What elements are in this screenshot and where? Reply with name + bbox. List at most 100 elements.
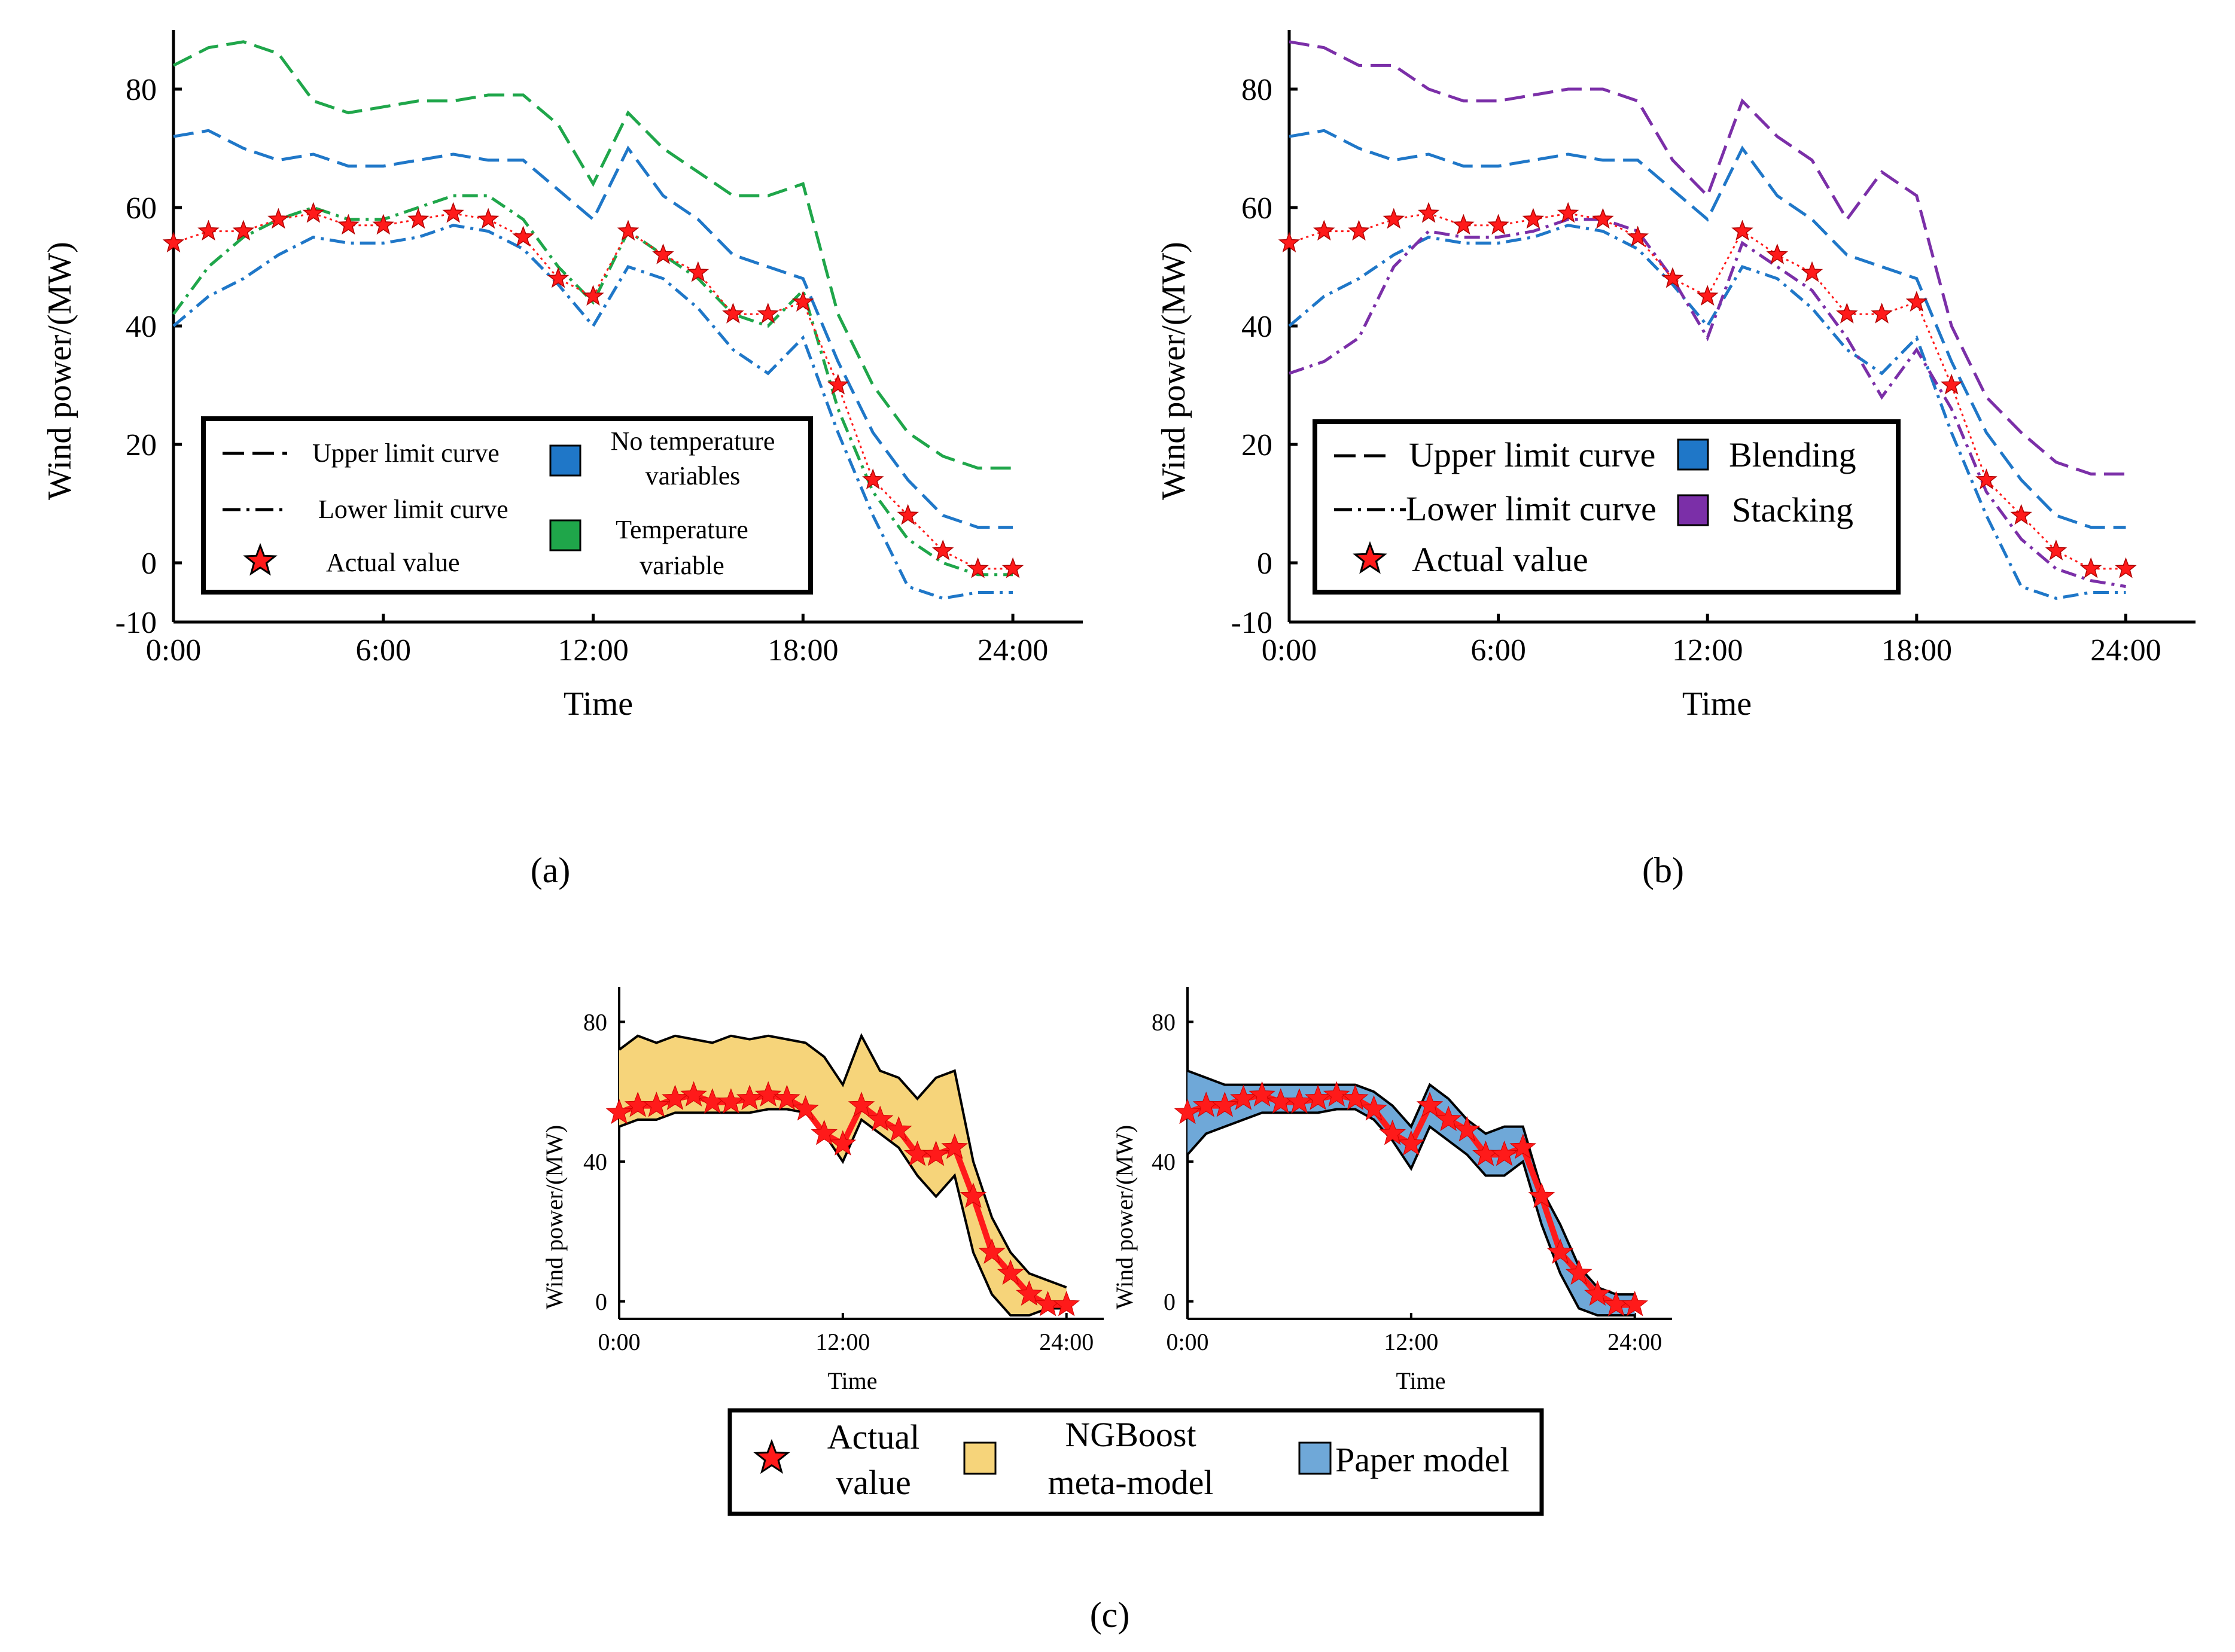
legend-b-star-icon <box>1353 541 1387 574</box>
y-tick-label: 80 <box>583 1008 607 1035</box>
y-tick-label: 80 <box>126 73 157 107</box>
actual-point <box>302 202 325 223</box>
actual-point <box>1397 1130 1425 1156</box>
legend-c-star-icon <box>753 1438 790 1474</box>
actual-point <box>1174 1098 1201 1124</box>
panel-c-label: (c) <box>1090 1595 1130 1635</box>
legend-a-actual-swatch <box>243 542 278 576</box>
actual-point <box>1454 1116 1481 1142</box>
actual-point <box>1323 1081 1350 1107</box>
actual-point <box>2045 540 2067 560</box>
actual-point <box>774 1084 800 1110</box>
actual-point <box>1592 208 1614 229</box>
actual-point <box>1286 1088 1313 1114</box>
actual-point <box>1360 1095 1387 1121</box>
actual-point <box>1522 208 1545 229</box>
actual-point <box>1348 220 1370 241</box>
legend-b-lower-label: Lower limit curve <box>1406 489 1657 528</box>
y-tick-label: 0 <box>595 1288 607 1315</box>
actual-point <box>1940 373 1963 395</box>
actual-point <box>941 1133 969 1159</box>
y-tick-label: 80 <box>1241 73 1272 107</box>
actual-point <box>1249 1081 1275 1107</box>
legend-b-box <box>1313 419 1901 595</box>
actual-point <box>722 303 744 324</box>
series-line <box>1289 40 2126 476</box>
legend-b-upper-label: Upper limit curve <box>1409 435 1655 474</box>
actual-point <box>372 214 394 235</box>
actual-point <box>662 1084 689 1110</box>
actual-point <box>1836 303 1858 324</box>
actual-point <box>811 1119 838 1145</box>
actual-point <box>442 202 464 223</box>
legend-a: Upper limit curve Lower limit curve Actu… <box>201 416 813 595</box>
actual-point <box>978 1238 1006 1264</box>
actual-point <box>1342 1084 1369 1110</box>
legend-a-upper-label: Upper limit curve <box>312 438 500 468</box>
actual-point <box>1621 1291 1648 1316</box>
y-tick-label: 0 <box>141 547 157 581</box>
x-tick-label: 0:00 <box>1166 1328 1208 1355</box>
y-tick-label: 40 <box>1241 310 1272 344</box>
actual-point <box>829 1130 857 1156</box>
legend-a-no-temp-label-1: No temperature <box>611 426 775 456</box>
actual-point <box>1975 468 1998 489</box>
legend-a-actual-label: Actual value <box>326 548 460 577</box>
actual-point <box>652 243 674 264</box>
panel-a-label: (a) <box>531 851 571 890</box>
actual-point <box>197 220 220 241</box>
actual-point <box>1627 225 1649 247</box>
actual-point <box>1509 1133 1537 1159</box>
lower-bound-line <box>1186 1108 1635 1317</box>
legend-b-actual-swatch <box>1353 541 1387 574</box>
x-tick-label: 24:00 <box>2090 633 2161 667</box>
actual-point <box>680 1081 707 1107</box>
actual-point <box>1001 557 1024 578</box>
legend-c-actual-label-2: value <box>836 1463 911 1502</box>
actual-point <box>717 1088 745 1114</box>
legend-a-lower-label: Lower limit curve <box>318 495 508 524</box>
legend-c-paper-label: Paper model <box>1335 1440 1510 1479</box>
xlabel-b: Time <box>1682 685 1752 723</box>
actual-point <box>922 1140 949 1166</box>
interval-band <box>1187 1071 1635 1316</box>
y-tick-label: 40 <box>1152 1148 1176 1175</box>
actual-point <box>1304 1084 1332 1110</box>
actual-point <box>337 214 360 235</box>
actual-point <box>162 231 185 252</box>
actual-point <box>1278 231 1301 252</box>
legend-a-temp-label-2: variable <box>640 551 724 580</box>
plot-a: 0:00 6:00 12:00 18:00 24:00 -10 0 20 40 60 80 <box>115 30 1083 667</box>
actual-point <box>757 303 779 324</box>
series-line <box>172 194 1013 577</box>
actual-point <box>1871 303 1893 324</box>
ylabel-b: Wind power/(MW) <box>1155 242 1192 500</box>
actual-point <box>1731 220 1753 241</box>
xlabel-c-left: Time <box>827 1367 877 1394</box>
legend-a-star-icon <box>243 542 278 576</box>
actual-point <box>931 540 954 560</box>
actual-point <box>1766 243 1788 264</box>
panel-b: 0:00 6:00 12:00 18:00 24:00 -10 0 20 40 60 80 Time… <box>1155 30 2196 890</box>
y-tick-label: 40 <box>583 1148 607 1175</box>
actual-point <box>1661 267 1684 288</box>
actual-point <box>885 1116 912 1142</box>
x-tick-label: 18:00 <box>768 633 838 667</box>
actual-point <box>1491 1140 1518 1166</box>
legend-b-stacking-swatch <box>1677 494 1709 526</box>
ylabel-c-left: Wind power/(MW) <box>541 1125 568 1309</box>
actual-point <box>792 1095 819 1121</box>
actual-point <box>754 1081 782 1107</box>
legend-c-actual-swatch <box>753 1438 790 1474</box>
x-tick-label: 24:00 <box>1039 1328 1094 1355</box>
actual-point <box>1211 1092 1238 1117</box>
legend-c-actual-label-1: Actual <box>827 1418 920 1456</box>
actual-point <box>232 220 255 241</box>
actual-point <box>897 504 919 525</box>
upper-bound-line <box>618 1032 1067 1289</box>
actual-point <box>605 1098 633 1124</box>
actual-point <box>1487 214 1509 235</box>
x-tick-label: 0:00 <box>1262 633 1317 667</box>
x-tick-label: 24:00 <box>978 633 1048 667</box>
